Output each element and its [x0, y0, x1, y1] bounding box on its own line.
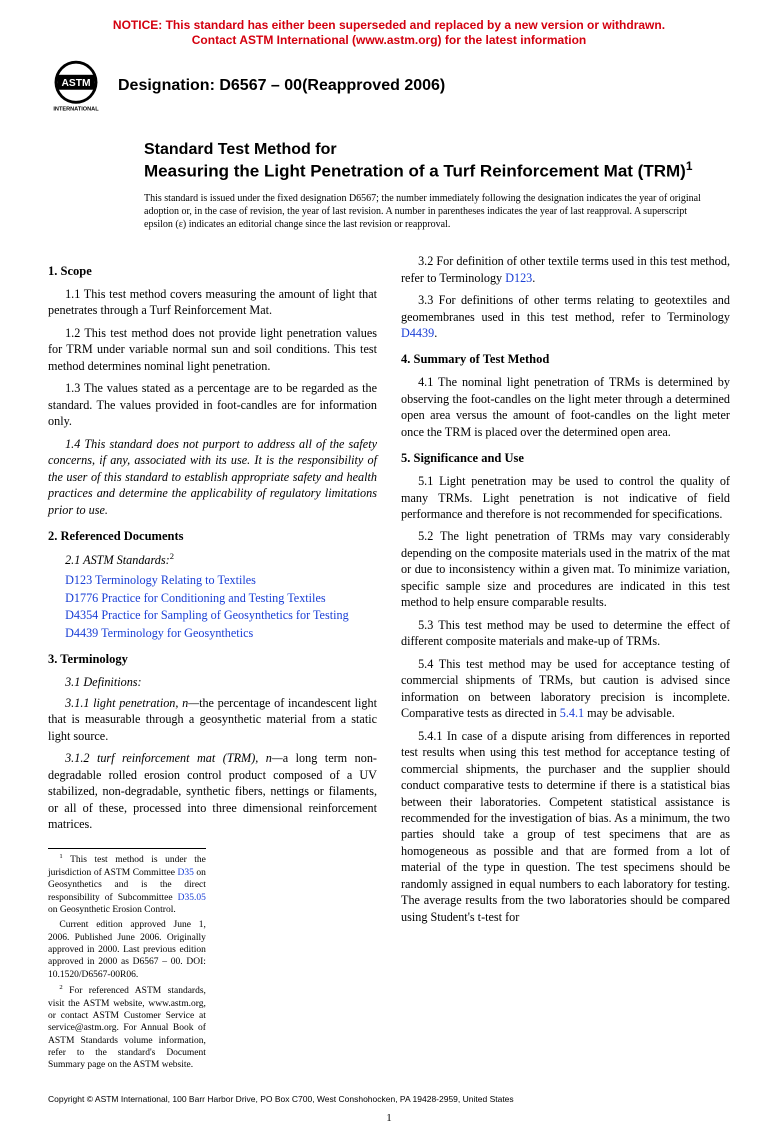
ref-link[interactable]: D4354	[65, 608, 98, 622]
p32-link[interactable]: D123	[505, 271, 532, 285]
scope-p1: 1.1 This test method covers measuring th…	[48, 286, 377, 319]
summary-p1: 4.1 The nominal light penetration of TRM…	[401, 374, 730, 440]
title-main-text: Measuring the Light Penetration of a Tur…	[144, 162, 686, 181]
sig-p1: 5.1 Light penetration may be used to con…	[401, 473, 730, 522]
p33b: .	[434, 326, 437, 340]
ref-link[interactable]: D4439	[65, 626, 98, 640]
term-p33: 3.3 For definitions of other terms relat…	[401, 292, 730, 341]
ref-text[interactable]: Terminology Relating to Textiles	[95, 573, 256, 587]
term-p32: 3.2 For definition of other textile term…	[401, 253, 730, 286]
term-def1-head: 3.1.1 light penetration, n—	[65, 696, 199, 710]
svg-text:ASTM: ASTM	[61, 78, 90, 89]
svg-text:INTERNATIONAL: INTERNATIONAL	[53, 106, 99, 112]
title-lead: Standard Test Method for	[144, 140, 730, 159]
refdocs-sub: 2.1 ASTM Standards:2	[48, 551, 377, 569]
footnote-2: 2 For referenced ASTM standards, visit t…	[48, 984, 206, 1072]
notice-line1: NOTICE: This standard has either been su…	[113, 18, 665, 32]
astm-logo-icon: ASTM INTERNATIONAL	[48, 58, 104, 114]
ref-text[interactable]: Terminology for Geosynthetics	[101, 626, 253, 640]
sig-p3: 5.3 This test method may be used to dete…	[401, 617, 730, 650]
title-sup: 1	[686, 159, 693, 173]
term-def2: 3.1.2 turf reinforcement mat (TRM), n—a …	[48, 750, 377, 832]
sig-p4-link[interactable]: 5.4.1	[560, 706, 584, 720]
ref-item: D123 Terminology Relating to Textiles	[48, 572, 377, 588]
p32b: .	[532, 271, 535, 285]
document-page: NOTICE: This standard has either been su…	[0, 0, 778, 1144]
ref-item: D4439 Terminology for Geosynthetics	[48, 625, 377, 641]
p32a: 3.2 For definition of other textile term…	[401, 254, 730, 284]
refdocs-sub-text: 2.1 ASTM Standards:	[65, 553, 170, 567]
sig-p4: 5.4 This test method may be used for acc…	[401, 656, 730, 722]
copyright-line: Copyright © ASTM International, 100 Barr…	[48, 1094, 730, 1104]
sig-p4b: may be advisable.	[584, 706, 675, 720]
fn1-link2[interactable]: D35.05	[178, 893, 206, 903]
refdocs-sup: 2	[170, 551, 174, 561]
issuance-note: This standard is issued under the fixed …	[144, 192, 710, 231]
ref-text[interactable]: Practice for Sampling of Geosynthetics f…	[101, 608, 348, 622]
scope-p3: 1.3 The values stated as a percentage ar…	[48, 380, 377, 429]
terminology-head: 3. Terminology	[48, 651, 377, 668]
p33-link[interactable]: D4439	[401, 326, 434, 340]
title-main: Measuring the Light Penetration of a Tur…	[144, 159, 730, 182]
ref-link[interactable]: D123	[65, 573, 92, 587]
refdocs-head: 2. Referenced Documents	[48, 528, 377, 545]
term-def1: 3.1.1 light penetration, n—the percentag…	[48, 695, 377, 744]
body-columns: 1. Scope 1.1 This test method covers mea…	[48, 253, 730, 1072]
summary-head: 4. Summary of Test Method	[401, 351, 730, 368]
page-number: 1	[48, 1112, 730, 1124]
footnote-1: 1 This test method is under the jurisdic…	[48, 853, 206, 916]
scope-p2: 1.2 This test method does not provide li…	[48, 325, 377, 374]
fn2: For referenced ASTM standards, visit the…	[48, 986, 206, 1070]
footnotes-block: 1 This test method is under the jurisdic…	[48, 848, 206, 1071]
header-row: ASTM INTERNATIONAL Designation: D6567 – …	[48, 58, 730, 114]
fn1-link1[interactable]: D35	[177, 868, 193, 878]
sig-p41: 5.4.1 In case of a dispute arising from …	[401, 728, 730, 926]
sig-p2: 5.2 The light penetration of TRMs may va…	[401, 528, 730, 610]
ref-link[interactable]: D1776	[65, 591, 98, 605]
term-def2-head: 3.1.2 turf reinforcement mat (TRM), n—	[65, 751, 283, 765]
notice-line2: Contact ASTM International (www.astm.org…	[192, 33, 586, 47]
designation-text: Designation: D6567 – 00(Reapproved 2006)	[118, 77, 445, 95]
ref-item: D4354 Practice for Sampling of Geosynthe…	[48, 607, 377, 623]
significance-head: 5. Significance and Use	[401, 450, 730, 467]
ref-text[interactable]: Practice for Conditioning and Testing Te…	[101, 591, 325, 605]
fn1c: on Geosynthetic Erosion Control.	[48, 905, 176, 915]
p33a: 3.3 For definitions of other terms relat…	[401, 293, 730, 323]
notice-banner: NOTICE: This standard has either been su…	[48, 18, 730, 48]
ref-item: D1776 Practice for Conditioning and Test…	[48, 590, 377, 606]
scope-p4: 1.4 This standard does not purport to ad…	[48, 436, 377, 518]
scope-head: 1. Scope	[48, 263, 377, 280]
title-block: Standard Test Method for Measuring the L…	[144, 140, 730, 182]
footnote-1d: Current edition approved June 1, 2006. P…	[48, 919, 206, 981]
terminology-sub: 3.1 Definitions:	[48, 674, 377, 690]
